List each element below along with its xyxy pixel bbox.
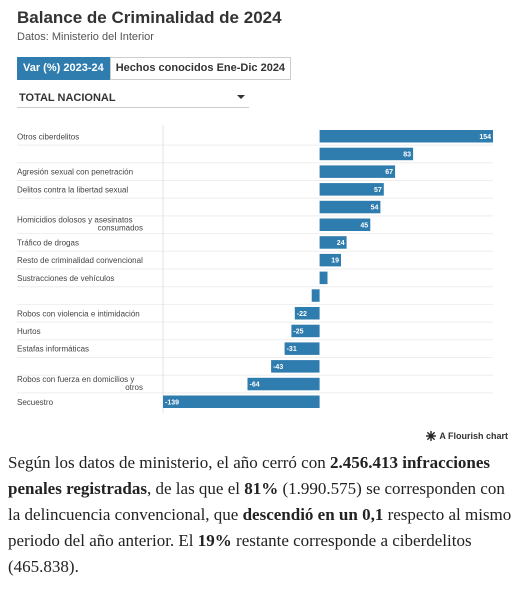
article-bold: 19% [197,531,232,550]
bar-value-label: -139 [165,399,179,406]
credit-text: A Flourish chart [439,431,508,441]
bar [319,183,384,196]
category-label: Secuestro [17,398,54,407]
flourish-logo-icon [426,431,437,441]
bar [319,147,414,161]
caret-down-icon [237,95,245,99]
tab-hechos-conocidos[interactable]: Hechos conocidos Ene-Dic 2024 [109,57,292,80]
bar [319,218,371,231]
article-bold: 81% [244,479,279,498]
category-label: Delitos contra la libertad sexual [17,185,128,194]
chart-title: Balance de Criminalidad de 2024 [17,8,282,27]
bar [294,307,320,320]
bar-value-label: -64 [250,382,260,389]
bar-value-label: 24 [337,240,345,247]
article-text: restante corresponde a ciberdelitos (465… [8,531,472,576]
category-label: Hurtos [17,327,41,336]
bar [163,395,320,408]
article-paragraph: Según los datos de ministerio, el año ce… [8,450,516,580]
article-bold: 2.456.413 infracciones penales registrad… [8,453,491,498]
category-label: Agresión sexual con penetración [17,168,133,177]
tab-bar: Var (%) 2023-24 Hechos conocidos Ene-Dic… [17,57,292,80]
bar [319,165,396,178]
bar [291,324,320,338]
bar-value-label: 154 [479,134,491,141]
article-text: , de las que el [147,479,245,498]
bar [284,342,320,355]
category-label: Sustracciones de vehículos [17,274,114,283]
bar-value-label: 67 [385,169,393,176]
bar [247,377,320,391]
tab-var-percent[interactable]: Var (%) 2023-24 [17,57,110,80]
article-text: (1.990.575) se corresponden con la delin… [8,479,505,524]
region-dropdown[interactable]: TOTAL NACIONAL [17,87,249,108]
category-label: Estafas informáticas [17,345,89,354]
bar-chart: 154 Otros ciberdelitos 83 67 Agresión sexual… [17,125,493,414]
bar-value-label: 54 [371,205,379,212]
category-label: Robos con violencia e intimidación [17,309,140,318]
bar [271,360,320,373]
flourish-credit[interactable]: A Flourish chart [426,431,508,441]
bar-value-label: -43 [273,364,283,371]
bar-value-label: 19 [331,258,339,265]
bar-value-label: -31 [287,346,297,353]
bar [311,289,320,302]
bar-value-label: 45 [360,222,368,229]
bar [319,271,328,285]
bar-value-label: -22 [297,311,307,318]
category-label: Homicidios dolosos y asesinatos consumado… [17,216,143,233]
bar-value-label: 83 [403,152,411,159]
article-text: respecto al mismo periodo del año anteri… [8,505,512,550]
category-label: Tráfico de drogas [17,238,79,247]
category-label: Robos con fuerza en domicilios y otros [17,375,143,392]
article-bold: descendió en un 0,1 [242,505,384,524]
bar [319,130,493,143]
bar [319,236,347,249]
category-label: Otros ciberdelitos [17,132,79,141]
article-text: Según los datos de ministerio, el año ce… [8,453,330,472]
bar-value-label: -25 [293,328,303,335]
region-dropdown-value: TOTAL NACIONAL [19,92,116,104]
chart-source: Datos: Ministerio del Interior [17,31,154,43]
bar-value-label: 57 [374,187,382,194]
category-label: Resto de criminalidad convencional [17,256,143,265]
bar [319,200,381,214]
bar [319,253,341,267]
